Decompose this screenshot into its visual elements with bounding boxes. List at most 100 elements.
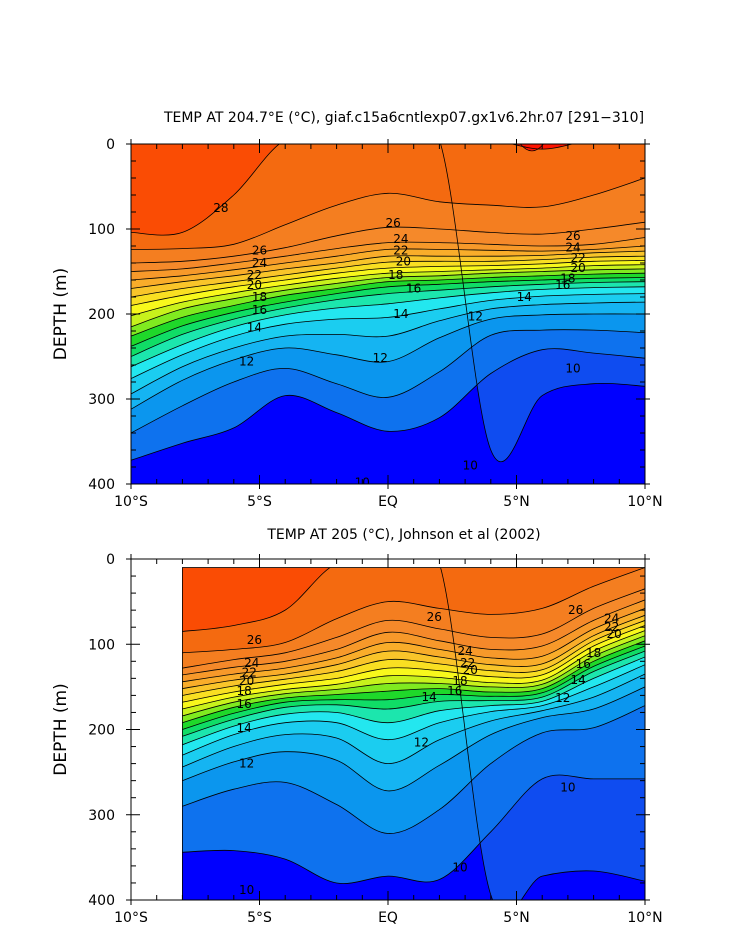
contour-label: 16 — [236, 697, 251, 711]
isotherm-27 — [131, 177, 645, 250]
contour-label: 12 — [468, 310, 483, 324]
y-tick-label: 100 — [88, 637, 115, 653]
contour-label: 18 — [452, 674, 467, 688]
chart-title: TEMP AT 204.7°E (°C), giaf.c15a6cntlexp0… — [163, 110, 644, 126]
contour-label: 26 — [568, 603, 583, 617]
contour-label: 14 — [247, 321, 262, 335]
contour-label: 16 — [447, 684, 462, 698]
x-tick-label: 5°S — [247, 494, 272, 510]
isotherm-9 — [440, 567, 645, 901]
contour-label: 20 — [607, 627, 622, 641]
y-tick-label: 400 — [88, 893, 115, 909]
y-tick-label: 0 — [106, 137, 115, 153]
isotherm-25 — [131, 237, 645, 272]
contour-label: 22 — [460, 656, 475, 670]
isotherm-17 — [131, 277, 645, 347]
isotherm-11 — [131, 329, 645, 434]
isotherm-20 — [131, 264, 645, 317]
contour-label: 10 — [560, 780, 575, 794]
y-tick-label: 200 — [88, 307, 115, 323]
isotherm-27 — [182, 567, 645, 654]
isotherm-10 — [131, 348, 645, 461]
contour-label: 18 — [586, 646, 601, 660]
isotherm-23 — [182, 614, 645, 689]
contour-label: 12 — [373, 351, 388, 365]
contour-label: 22 — [247, 268, 262, 282]
contour-label: 10 — [239, 883, 254, 897]
contour-label: 24 — [252, 256, 267, 270]
contour-label: 24 — [565, 241, 580, 255]
isotherm-22 — [131, 255, 645, 298]
isotherm-17 — [182, 645, 645, 730]
isotherm-20 — [182, 630, 645, 710]
isotherm-26 — [131, 221, 645, 264]
band-28 — [131, 144, 280, 236]
contour-label: 20 — [247, 278, 262, 292]
contour-label: 24 — [393, 232, 408, 246]
contour-label: 12 — [239, 757, 254, 771]
isotherm-21 — [182, 625, 645, 703]
x-tick-label: 5°N — [503, 910, 529, 926]
chart-title: TEMP AT 205 (°C), Johnson et al (2002) — [266, 527, 540, 543]
contour-label: 10 — [565, 361, 580, 375]
isotherm-14 — [182, 664, 645, 756]
y-tick-label: 200 — [88, 723, 115, 739]
contour-label: 12 — [414, 735, 429, 749]
isotherm-28 — [182, 567, 331, 632]
isotherm-13 — [131, 301, 645, 395]
contour-label: 16 — [252, 303, 267, 317]
contour-label: 14 — [393, 307, 408, 321]
contour-label: 26 — [252, 243, 267, 257]
band-28 — [182, 567, 330, 632]
contour-label: 28 — [213, 201, 228, 215]
contour-label: 26 — [385, 216, 400, 230]
isotherm-26 — [182, 588, 645, 669]
contour-label: 18 — [252, 290, 267, 304]
isotherm-23 — [131, 250, 645, 289]
x-tick-label: 5°S — [247, 910, 272, 926]
isotherm-10 — [182, 774, 645, 884]
isotherm-18 — [131, 272, 645, 337]
contour-label: 22 — [571, 251, 586, 265]
contour-label: 22 — [242, 665, 257, 679]
isotherm-28 — [131, 144, 280, 236]
isotherm-24 — [131, 245, 645, 281]
contour-label: 18 — [388, 268, 403, 282]
contour-label: 22 — [393, 243, 408, 257]
x-tick-label: EQ — [378, 910, 398, 926]
isotherm-12 — [182, 686, 645, 792]
contour-label: 16 — [406, 282, 421, 296]
isotherm-29 — [510, 144, 575, 150]
contour-label: 18 — [236, 684, 251, 698]
x-tick-label: EQ — [378, 494, 398, 510]
contour-label: 10 — [463, 458, 478, 472]
isotherm-14 — [131, 293, 645, 379]
y-tick-label: 300 — [88, 392, 115, 408]
contour-label: 10 — [452, 861, 467, 875]
isotherm-16 — [182, 650, 645, 737]
y-tick-label: 400 — [88, 477, 115, 493]
contour-label: 26 — [565, 229, 580, 243]
isotherm-9 — [440, 144, 645, 462]
y-axis-label: DEPTH (m) — [51, 683, 71, 775]
isotherm-15 — [131, 286, 645, 368]
contour-label: 16 — [576, 657, 591, 671]
y-tick-label: 300 — [88, 808, 115, 824]
contour-label: 24 — [457, 644, 472, 658]
contour-label: 20 — [239, 674, 254, 688]
isotherm-11 — [182, 705, 645, 834]
contour-label: 20 — [463, 663, 478, 677]
contour-label: 14 — [236, 721, 251, 735]
y-axis-label: DEPTH (m) — [51, 268, 71, 360]
isotherm-21 — [131, 260, 645, 306]
contour-label: 20 — [396, 254, 411, 268]
contour-label: 16 — [555, 278, 570, 292]
contour-label: 22 — [604, 620, 619, 634]
contour-label: 12 — [239, 355, 254, 369]
isotherm-19 — [182, 635, 645, 717]
isotherm-12 — [131, 313, 645, 410]
y-tick-label: 0 — [106, 552, 115, 568]
